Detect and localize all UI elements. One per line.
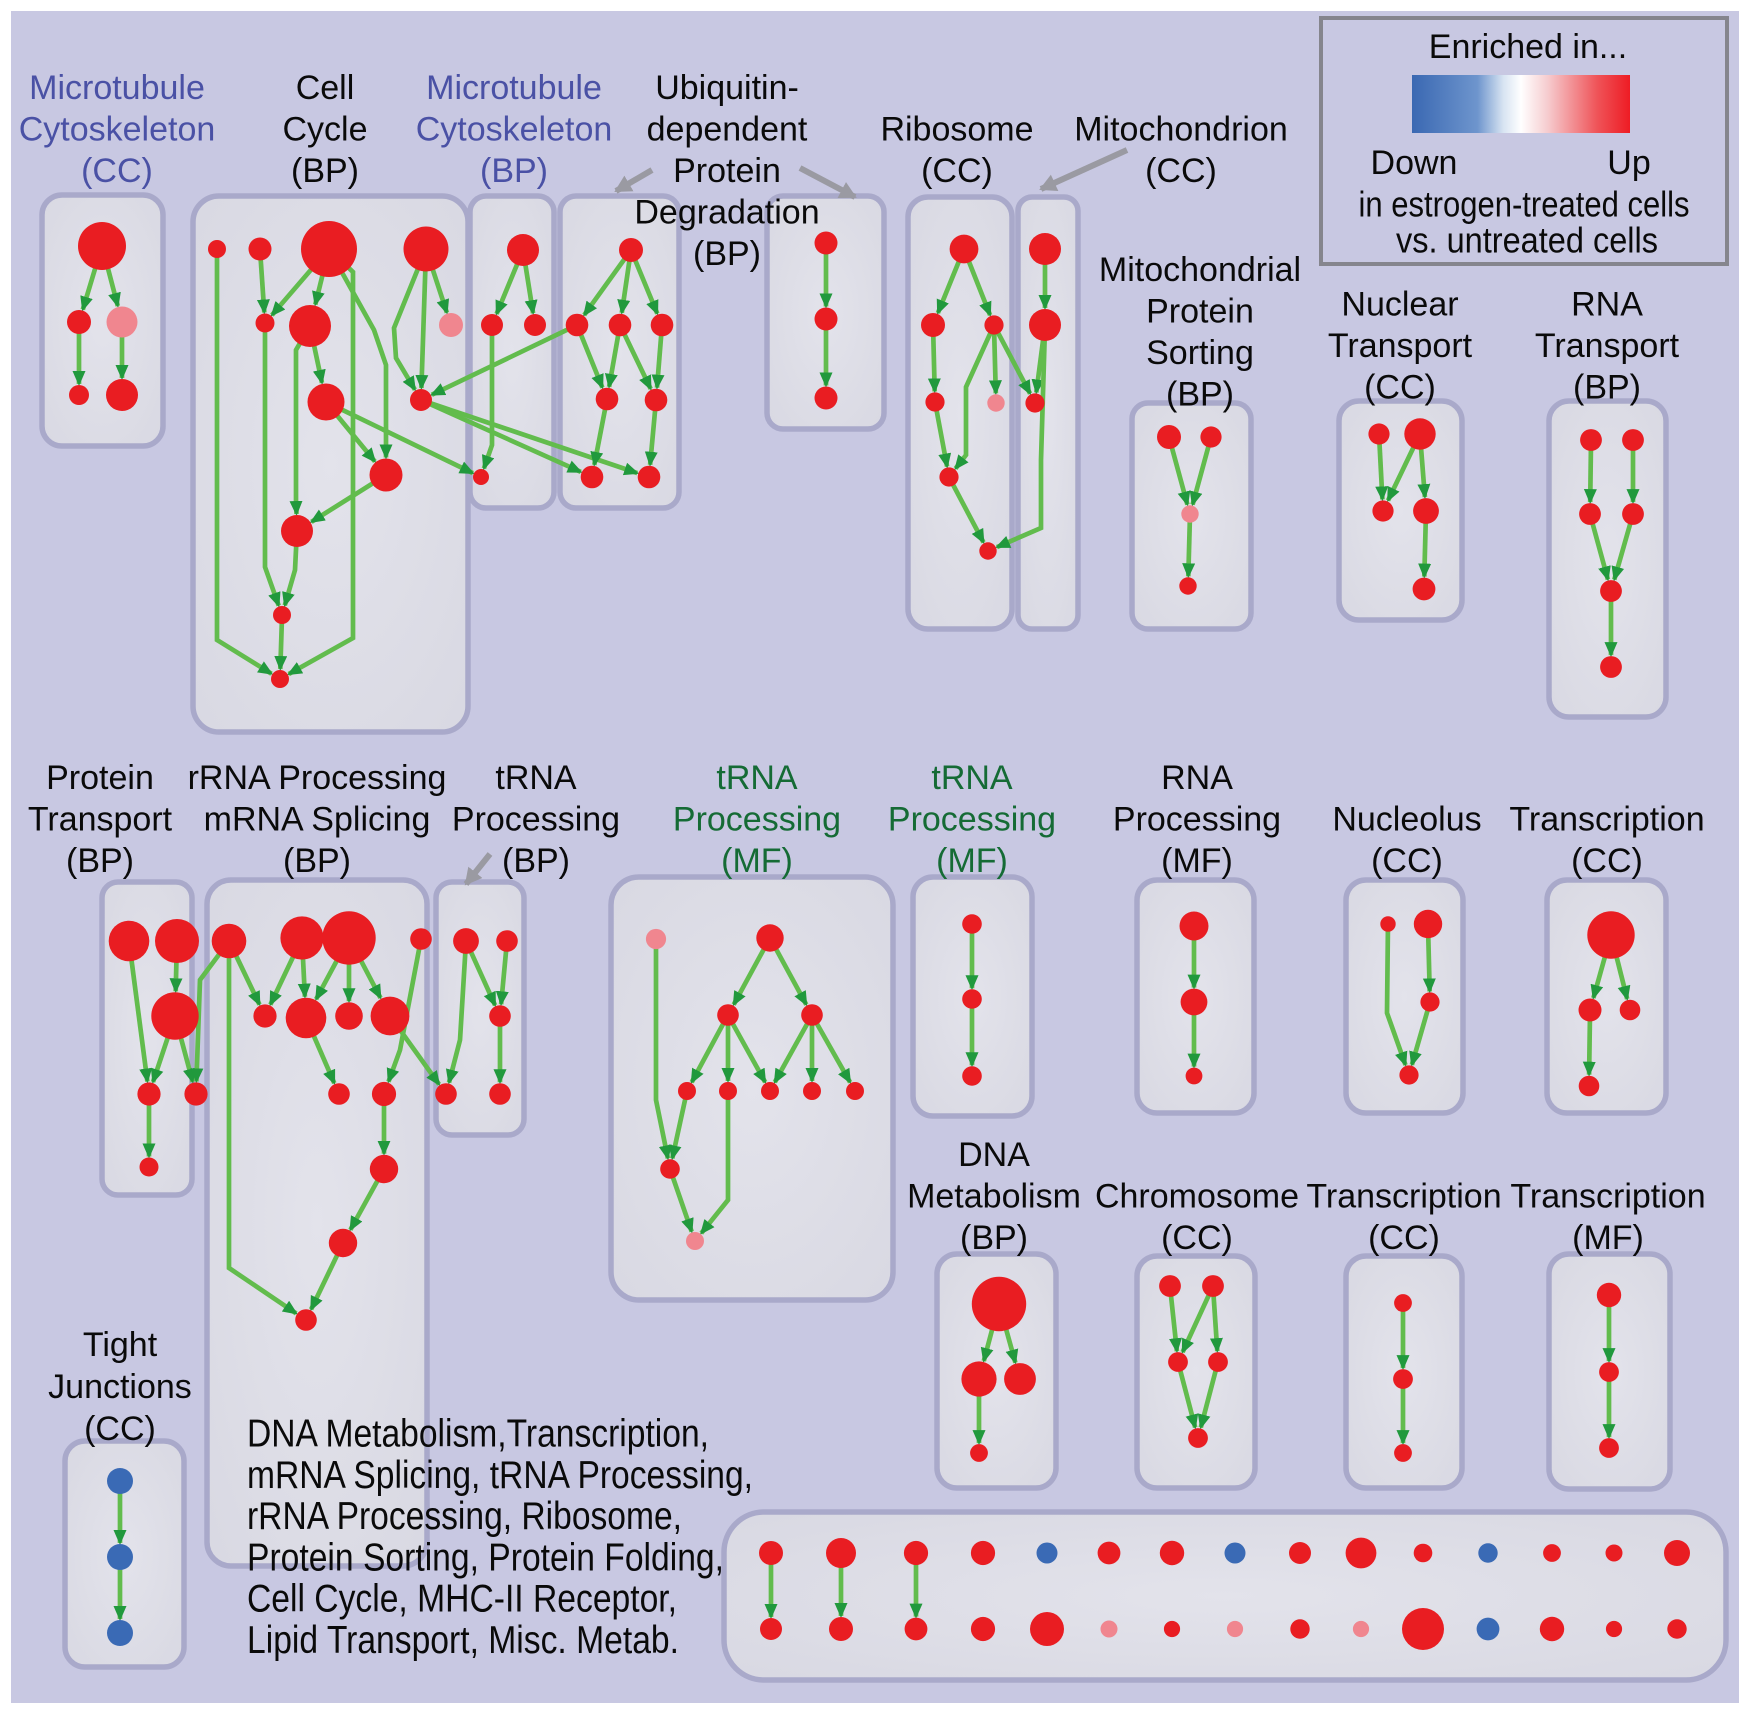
svg-text:(BP): (BP) bbox=[693, 235, 761, 273]
svg-text:Processing: Processing bbox=[673, 801, 841, 839]
svg-text:Degradation: Degradation bbox=[634, 194, 819, 232]
svg-text:(CC): (CC) bbox=[1161, 1219, 1233, 1257]
svg-text:tRNA: tRNA bbox=[931, 759, 1013, 797]
svg-text:Ribosome: Ribosome bbox=[880, 111, 1033, 149]
svg-text:rRNA Processing, Ribosome,: rRNA Processing, Ribosome, bbox=[247, 1495, 682, 1538]
svg-text:Transcription: Transcription bbox=[1509, 801, 1704, 839]
svg-text:Sorting: Sorting bbox=[1146, 334, 1254, 372]
svg-text:rRNA Processing: rRNA Processing bbox=[188, 759, 447, 797]
svg-text:(BP): (BP) bbox=[66, 842, 134, 880]
svg-text:DNA Metabolism,Transcription,: DNA Metabolism,Transcription, bbox=[247, 1413, 709, 1456]
svg-text:dependent: dependent bbox=[647, 111, 808, 149]
svg-text:Nucleolus: Nucleolus bbox=[1332, 801, 1481, 839]
svg-text:Protein: Protein bbox=[46, 759, 154, 797]
svg-text:(BP): (BP) bbox=[1573, 369, 1641, 407]
svg-text:Processing: Processing bbox=[888, 801, 1056, 839]
svg-text:Metabolism: Metabolism bbox=[907, 1178, 1081, 1216]
svg-text:Enriched in...: Enriched in... bbox=[1429, 28, 1627, 66]
svg-text:(CC): (CC) bbox=[84, 1410, 156, 1448]
svg-text:Mitochondrion: Mitochondrion bbox=[1074, 111, 1288, 149]
svg-text:(CC): (CC) bbox=[921, 152, 993, 190]
svg-text:tRNA: tRNA bbox=[716, 759, 798, 797]
svg-text:Down: Down bbox=[1371, 144, 1458, 182]
svg-text:in estrogen-treated cells: in estrogen-treated cells bbox=[1359, 184, 1690, 225]
svg-text:(CC): (CC) bbox=[1571, 842, 1643, 880]
svg-text:(MF): (MF) bbox=[936, 842, 1008, 880]
svg-text:Protein: Protein bbox=[1146, 293, 1254, 331]
svg-text:Up: Up bbox=[1607, 144, 1650, 182]
svg-text:Processing: Processing bbox=[452, 801, 620, 839]
svg-text:(MF): (MF) bbox=[721, 842, 793, 880]
svg-text:(BP): (BP) bbox=[502, 842, 570, 880]
svg-text:Transport: Transport bbox=[28, 801, 173, 839]
svg-text:Protein Sorting, Protein Foldi: Protein Sorting, Protein Folding, bbox=[247, 1536, 724, 1579]
svg-text:Transport: Transport bbox=[1328, 327, 1473, 365]
svg-text:(CC): (CC) bbox=[81, 152, 153, 190]
svg-text:Processing: Processing bbox=[1113, 801, 1281, 839]
svg-text:Ubiquitin-: Ubiquitin- bbox=[655, 69, 799, 107]
svg-text:RNA: RNA bbox=[1571, 286, 1643, 324]
svg-text:(MF): (MF) bbox=[1161, 842, 1233, 880]
svg-text:(MF): (MF) bbox=[1572, 1219, 1644, 1257]
svg-text:Cytoskeleton: Cytoskeleton bbox=[416, 111, 613, 149]
svg-text:Transport: Transport bbox=[1535, 327, 1680, 365]
svg-text:(CC): (CC) bbox=[1371, 842, 1443, 880]
svg-text:Mitochondrial: Mitochondrial bbox=[1099, 251, 1301, 289]
svg-text:RNA: RNA bbox=[1161, 759, 1233, 797]
svg-text:Chromosome: Chromosome bbox=[1095, 1178, 1299, 1216]
svg-text:Microtubule: Microtubule bbox=[29, 69, 205, 107]
svg-text:Lipid Transport, Misc. Metab.: Lipid Transport, Misc. Metab. bbox=[247, 1619, 679, 1662]
svg-text:Protein: Protein bbox=[673, 152, 781, 190]
svg-text:Cytoskeleton: Cytoskeleton bbox=[19, 111, 216, 149]
svg-text:vs. untreated cells: vs. untreated cells bbox=[1396, 220, 1658, 261]
svg-text:Microtubule: Microtubule bbox=[426, 69, 602, 107]
svg-text:(BP): (BP) bbox=[480, 152, 548, 190]
svg-text:(CC): (CC) bbox=[1145, 152, 1217, 190]
svg-text:(BP): (BP) bbox=[283, 842, 351, 880]
svg-text:Transcription: Transcription bbox=[1510, 1178, 1705, 1216]
svg-text:Cell Cycle, MHC-II Receptor,: Cell Cycle, MHC-II Receptor, bbox=[247, 1578, 677, 1621]
svg-text:mRNA Splicing: mRNA Splicing bbox=[204, 801, 431, 839]
svg-text:(BP): (BP) bbox=[1166, 376, 1234, 414]
svg-text:Tight: Tight bbox=[83, 1326, 158, 1364]
svg-text:Junctions: Junctions bbox=[48, 1368, 192, 1406]
svg-text:Nuclear: Nuclear bbox=[1341, 286, 1458, 324]
svg-text:Cycle: Cycle bbox=[282, 111, 367, 149]
svg-text:mRNA Splicing, tRNA Processing: mRNA Splicing, tRNA Processing, bbox=[247, 1454, 753, 1497]
svg-text:(CC): (CC) bbox=[1364, 369, 1436, 407]
svg-text:Cell: Cell bbox=[296, 69, 355, 107]
svg-text:(CC): (CC) bbox=[1368, 1219, 1440, 1257]
svg-text:DNA: DNA bbox=[958, 1136, 1030, 1174]
svg-text:(BP): (BP) bbox=[291, 152, 359, 190]
svg-text:Transcription: Transcription bbox=[1306, 1178, 1501, 1216]
svg-text:(BP): (BP) bbox=[960, 1219, 1028, 1257]
svg-text:tRNA: tRNA bbox=[495, 759, 577, 797]
